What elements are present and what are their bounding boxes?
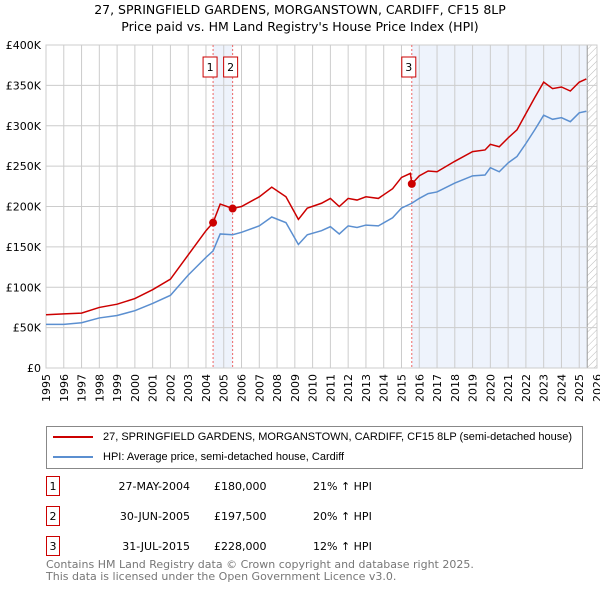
sale-hpi: 21% ↑ HPI bbox=[313, 479, 372, 493]
series-line bbox=[46, 110, 587, 326]
footer: Contains HM Land Registry data © Crown c… bbox=[46, 559, 474, 583]
sale-badge: 2 bbox=[46, 506, 60, 526]
x-tick-label: 2014 bbox=[378, 374, 391, 402]
sale-price: £228,000 bbox=[214, 539, 267, 553]
sale-marker-box bbox=[401, 56, 417, 78]
x-tick-label: 2012 bbox=[342, 374, 355, 402]
sale-point bbox=[209, 218, 218, 227]
sale-price: £197,500 bbox=[214, 509, 267, 523]
y-tick-label: £300K bbox=[6, 120, 42, 133]
footer-line-2: This data is licensed under the Open Gov… bbox=[46, 570, 397, 583]
sale-hpi: 12% ↑ HPI bbox=[313, 539, 372, 553]
x-tick-label: 2000 bbox=[129, 374, 142, 402]
sale-price: £180,000 bbox=[214, 479, 267, 493]
x-tick-label: 2021 bbox=[502, 374, 515, 402]
x-tick-label: 1997 bbox=[76, 374, 89, 402]
sale-marker-box bbox=[202, 56, 218, 78]
x-tick-label: 2004 bbox=[200, 374, 213, 402]
y-tick-label: £50K bbox=[13, 322, 42, 335]
x-tick-label: 2013 bbox=[360, 374, 373, 402]
x-tick-label: 2018 bbox=[449, 374, 462, 402]
x-tick-label: 2017 bbox=[431, 374, 444, 402]
sale-date: 27-MAY-2004 bbox=[118, 479, 190, 493]
y-tick-label: £350K bbox=[6, 79, 42, 92]
x-tick-label: 2016 bbox=[413, 374, 426, 402]
legend-red-line bbox=[53, 436, 93, 438]
x-tick-label: 2023 bbox=[538, 374, 551, 402]
x-tick-label: 2024 bbox=[555, 374, 568, 402]
y-tick-label: £100K bbox=[6, 281, 42, 294]
legend: 27, SPRINGFIELD GARDENS, MORGANSTOWN, CA… bbox=[46, 426, 583, 469]
sale-hpi: 20% ↑ HPI bbox=[313, 509, 372, 523]
sale-badge: 1 bbox=[46, 476, 60, 496]
series-line bbox=[45, 78, 587, 316]
sale-marker-box bbox=[223, 56, 239, 78]
legend-blue-label: HPI: Average price, semi-detached house,… bbox=[103, 451, 345, 463]
sale-date: 31-JUL-2015 bbox=[122, 539, 190, 553]
x-tick-label: 1996 bbox=[58, 374, 71, 402]
sale-row: 3 31-JUL-2015 £228,000 12% ↑ HPI bbox=[46, 536, 372, 556]
x-tick-label: 2002 bbox=[164, 374, 177, 402]
sale-badge: 3 bbox=[46, 536, 60, 556]
sale-marker-label: 1 bbox=[207, 61, 214, 74]
x-tick-label: 2022 bbox=[520, 374, 533, 402]
x-tick-label: 2026 bbox=[591, 374, 600, 402]
footer-line-1: Contains HM Land Registry data © Crown c… bbox=[46, 558, 474, 571]
x-tick-label: 2001 bbox=[147, 374, 160, 402]
x-tick-label: 2008 bbox=[271, 374, 284, 402]
sale-point bbox=[407, 179, 416, 188]
sale-marker-label: 2 bbox=[227, 61, 234, 74]
x-tick-label: 2011 bbox=[324, 374, 337, 402]
x-tick-label: 2019 bbox=[467, 374, 480, 402]
sale-point bbox=[228, 204, 237, 213]
legend-red-label: 27, SPRINGFIELD GARDENS, MORGANSTOWN, CA… bbox=[103, 431, 573, 443]
legend-blue-line bbox=[53, 456, 93, 458]
x-tick-label: 2006 bbox=[236, 374, 249, 402]
x-tick-label: 1998 bbox=[93, 374, 106, 402]
x-tick-label: 2009 bbox=[289, 374, 302, 402]
x-tick-label: 2005 bbox=[218, 374, 231, 402]
sale-marker-label: 3 bbox=[405, 61, 412, 74]
y-tick-label: £150K bbox=[6, 241, 42, 254]
y-tick-label: £0 bbox=[27, 362, 41, 375]
x-tick-label: 2010 bbox=[307, 374, 320, 402]
x-tick-label: 2007 bbox=[253, 374, 266, 402]
x-tick-label: 2025 bbox=[573, 374, 586, 402]
x-tick-label: 1999 bbox=[111, 374, 124, 402]
y-tick-label: £250K bbox=[6, 160, 42, 173]
chart-subtitle: Price paid vs. HM Land Registry's House … bbox=[121, 19, 479, 34]
plot-border bbox=[45, 44, 598, 369]
x-tick-label: 1995 bbox=[40, 374, 53, 402]
y-tick-label: £400K bbox=[6, 39, 42, 52]
y-tick-label: £200K bbox=[6, 201, 42, 214]
chart-title: 27, SPRINGFIELD GARDENS, MORGANSTOWN, CA… bbox=[94, 2, 506, 17]
x-tick-label: 2003 bbox=[182, 374, 195, 402]
sale-row: 2 30-JUN-2005 £197,500 20% ↑ HPI bbox=[46, 506, 372, 526]
chart-plot: 1995 1996 1997 1998 1999 2000 2001 2002 2003 2004… bbox=[6, 39, 600, 402]
sale-date: 30-JUN-2005 bbox=[119, 509, 190, 523]
x-tick-label: 2020 bbox=[484, 374, 497, 402]
x-tick-label: 2015 bbox=[395, 374, 408, 402]
sale-row: 1 27-MAY-2004 £180,000 21% ↑ HPI bbox=[46, 476, 372, 496]
